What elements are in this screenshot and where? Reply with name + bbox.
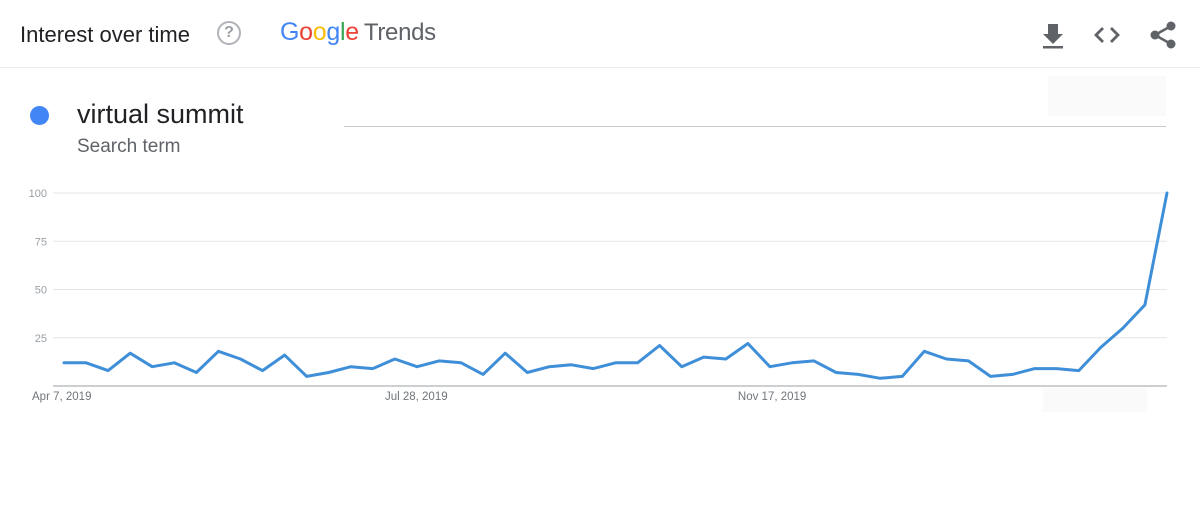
logo-letter: g	[326, 18, 340, 46]
legend: virtual summit Search term	[0, 68, 1200, 168]
embed-code-icon[interactable]	[1092, 20, 1122, 50]
logo-letter: e	[345, 18, 359, 46]
y-tick-label: 25	[35, 333, 47, 345]
x-tick-label: Apr 7, 2019	[32, 391, 91, 403]
share-icon[interactable]	[1148, 20, 1178, 50]
logo-letter: o	[312, 18, 327, 46]
series-color-dot	[30, 106, 49, 125]
chart-title: Interest over time	[20, 22, 190, 47]
chart-placeholder	[1043, 388, 1147, 412]
legend-divider	[344, 126, 1166, 127]
logo-letter: o	[299, 18, 313, 46]
y-tick-label: 75	[35, 236, 47, 248]
logo-letter: l	[339, 18, 346, 46]
x-tick-label: Jul 28, 2019	[385, 391, 448, 403]
google-trends-logo: Google Trends	[280, 18, 436, 47]
series-line-virtual-summit[interactable]	[62, 191, 1169, 380]
google-wordmark: Google	[280, 18, 359, 46]
legend-placeholder	[1048, 76, 1166, 116]
search-term-label[interactable]: virtual summit	[77, 99, 244, 129]
x-tick-label: Nov 17, 2019	[738, 391, 806, 403]
y-tick-label: 100	[29, 188, 47, 200]
help-icon[interactable]: ?	[217, 21, 241, 45]
logo-letter: G	[280, 18, 300, 46]
chart-header: Interest over time ? Google Trends	[0, 0, 1200, 68]
y-tick-label: 50	[35, 285, 47, 297]
trends-wordmark: Trends	[363, 19, 436, 46]
download-icon[interactable]	[1038, 20, 1068, 50]
search-term-type: Search term	[77, 136, 181, 157]
